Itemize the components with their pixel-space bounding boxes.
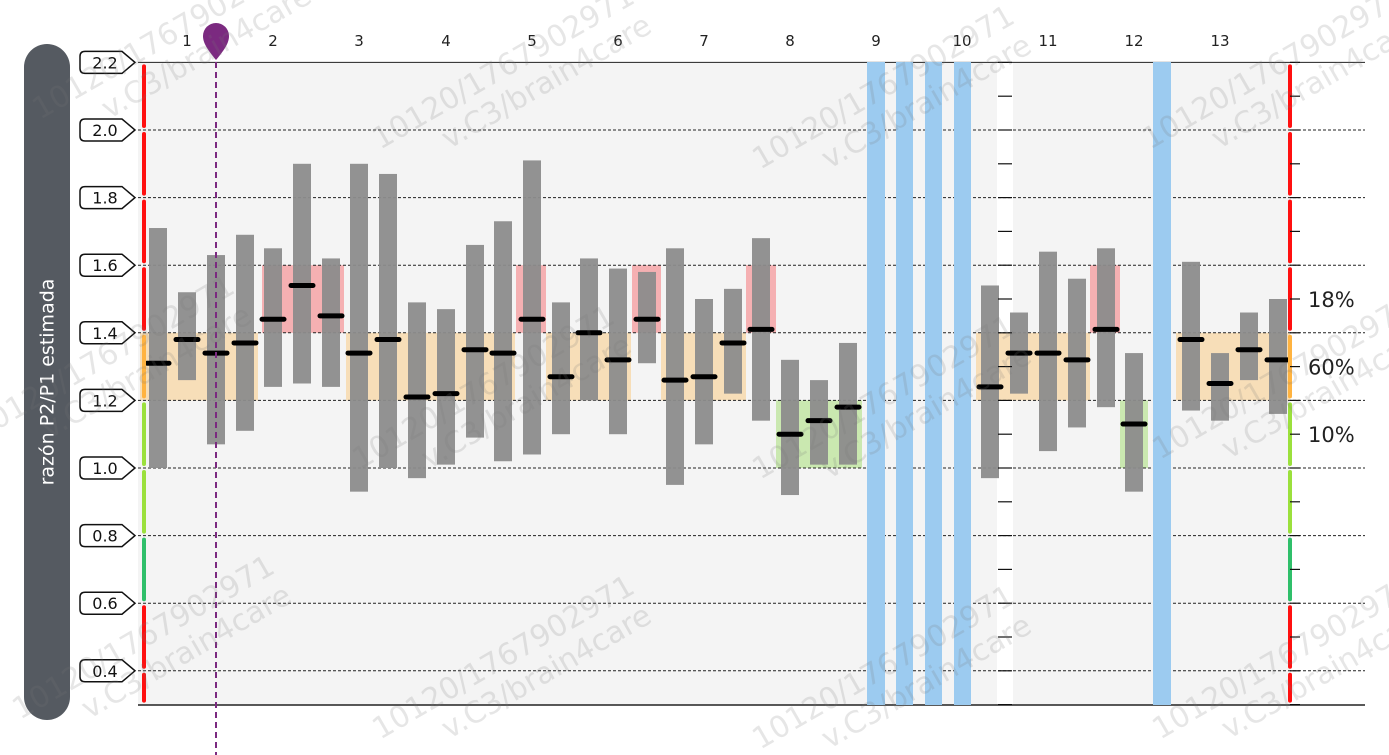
x-group-label-8: 8: [785, 32, 795, 50]
range-bar-group-5-1: [494, 221, 512, 462]
range-band-3: [346, 332, 515, 401]
y-tick-label-9: 2.2: [92, 53, 117, 72]
x-group-label-11: 11: [1038, 32, 1057, 50]
distribution-label-3: 10%: [1308, 423, 1355, 447]
range-bar-group-2-3: [322, 258, 340, 387]
range-bar-group-8-4: [839, 342, 857, 465]
range-bar-group-5-3: [552, 302, 570, 435]
range-bar-group-10-1: [981, 285, 999, 479]
x-group-label-12: 12: [1124, 32, 1143, 50]
range-bar-group-13-1: [1182, 261, 1200, 411]
missing-data-stripe-2: [896, 62, 913, 705]
y-tick-box-2: [79, 523, 137, 548]
x-group-label-1: 1: [182, 32, 192, 50]
range-bar-group-1-3: [207, 255, 225, 445]
x-group-label-9: 9: [871, 32, 881, 50]
y-tick-label-7: 1.8: [92, 189, 117, 208]
range-bar-group-3-1: [350, 163, 368, 492]
x-group-label-3: 3: [354, 32, 364, 50]
range-bar-group-3-2: [379, 173, 397, 468]
x-group-label-10: 10: [952, 32, 971, 50]
range-bar-group-8-2: [781, 359, 799, 496]
y-tick-box-3: [79, 456, 137, 480]
missing-data-stripe-5: [1153, 62, 1171, 705]
y-tick-label-0: 0.4: [92, 662, 117, 681]
range-bar-group-2-2: [293, 163, 311, 384]
y-tick-box-0: [79, 659, 137, 683]
y-tick-box-9: [79, 50, 137, 75]
x-group-label-4: 4: [441, 32, 451, 50]
range-bar-group-13-2: [1211, 353, 1229, 421]
y-tick-box-4: [79, 388, 137, 413]
range-bar-group-7-1: [666, 248, 684, 485]
y-tick-box-1: [79, 591, 137, 615]
time-marker-pin-icon: [203, 23, 229, 60]
y-tick-label-4: 1.2: [92, 391, 117, 410]
x-group-label-7: 7: [699, 32, 709, 50]
range-bar-group-1-4: [236, 234, 254, 431]
range-bar-group-11-3: [1068, 278, 1086, 428]
range-bar-group-4-2: [437, 309, 455, 465]
x-group-label-5: 5: [527, 32, 537, 50]
range-bar-group-5-2: [523, 160, 541, 455]
range-bar-group-4-3: [466, 244, 484, 438]
distribution-label-2: 60%: [1308, 356, 1355, 380]
range-bar-group-1-1: [149, 228, 167, 468]
y-tick-box-6: [79, 253, 137, 277]
range-bar-group-13-3: [1240, 312, 1258, 381]
missing-data-stripe-4: [954, 62, 971, 705]
y-tick-label-3: 1.0: [92, 459, 117, 478]
x-group-label-13: 13: [1210, 32, 1229, 50]
y-tick-box-5: [79, 321, 137, 345]
x-group-label-6: 6: [613, 32, 623, 50]
y-tick-label-2: 0.8: [92, 527, 117, 546]
distribution-label-1: 18%: [1308, 288, 1355, 312]
y-tick-label-6: 1.6: [92, 256, 117, 275]
range-bar-group-7-2: [695, 299, 713, 445]
range-bar-group-6-1: [580, 258, 598, 401]
y-tick-label-5: 1.4: [92, 324, 117, 343]
range-bar-group-13-4: [1269, 299, 1287, 414]
y-tick-box-8: [79, 118, 137, 142]
range-bar-group-1-2: [178, 292, 196, 381]
missing-data-stripe-3: [925, 62, 942, 705]
missing-data-stripe-1: [867, 62, 885, 705]
y-axis-label-background: [24, 44, 70, 720]
y-tick-label-1: 0.6: [92, 594, 117, 613]
x-group-label-2: 2: [268, 32, 278, 50]
range-bar-group-4-1: [408, 302, 426, 479]
range-bar-group-6-2: [609, 268, 627, 435]
y-tick-label-8: 2.0: [92, 121, 117, 140]
y-tick-box-7: [79, 185, 137, 210]
